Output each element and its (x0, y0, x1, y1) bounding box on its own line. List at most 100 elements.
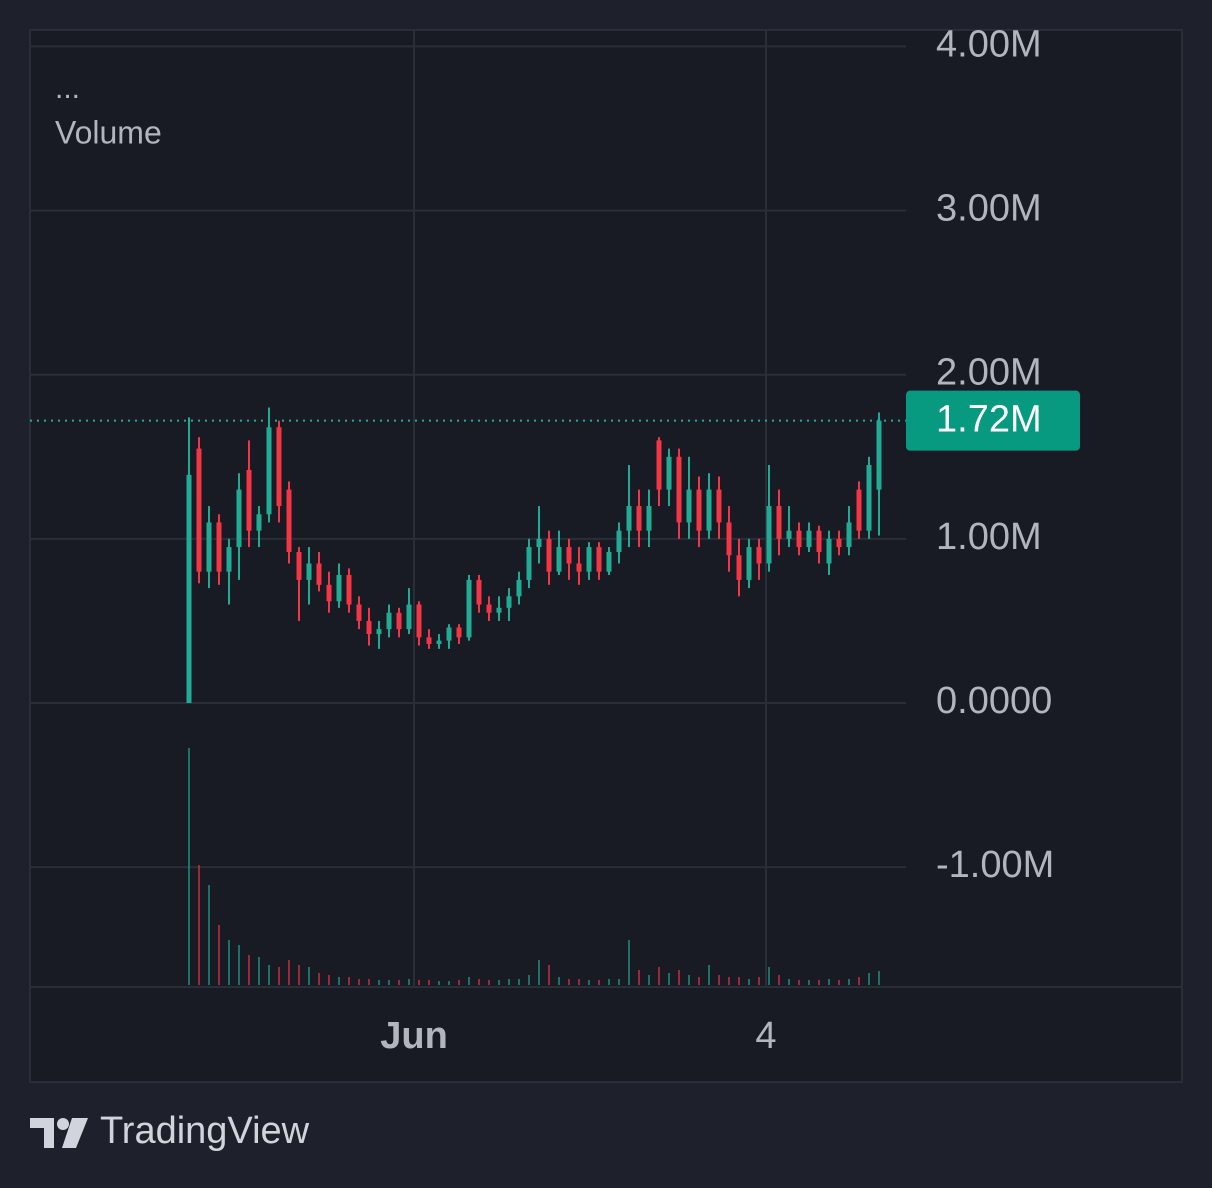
volume-bar (198, 865, 200, 985)
candle-body (686, 489, 692, 523)
volume-bar (538, 960, 540, 985)
candle-body (546, 538, 552, 572)
candle-body (496, 607, 502, 613)
volume-bar (758, 977, 760, 985)
volume-bar (258, 957, 260, 985)
candle-body (416, 604, 422, 638)
candle-body (676, 456, 682, 523)
y-tick-label: 0.0000 (936, 680, 1052, 722)
brand-logo[interactable] (30, 1118, 88, 1148)
chart-frame (29, 29, 1183, 1083)
volume-bar (608, 979, 610, 985)
volume-bar (678, 970, 680, 985)
candle-body (396, 612, 402, 630)
volume-bar (558, 977, 560, 985)
candle-body (846, 522, 852, 548)
volume-bar (868, 973, 870, 985)
volume-bar (278, 967, 280, 985)
volume-bar (238, 945, 240, 985)
candle-body (526, 547, 532, 580)
volume-bar (248, 955, 250, 985)
volume-bar (698, 977, 700, 985)
volume-bar (578, 979, 580, 985)
logo-part (62, 1118, 88, 1148)
candle-body (436, 640, 442, 644)
candle-body (516, 579, 522, 597)
grid (30, 30, 906, 987)
candle-body (706, 489, 712, 531)
candle-body (306, 563, 312, 580)
volume-bar (388, 980, 390, 985)
candle-body (586, 547, 592, 572)
candle-body (596, 547, 602, 572)
volume-bar (708, 965, 710, 985)
candle-body (736, 555, 742, 580)
candle-body (696, 489, 702, 531)
candle-body (866, 465, 872, 531)
volume-bar (188, 748, 190, 985)
volume-bar (338, 977, 340, 985)
price-label: 1.72M (936, 399, 1042, 441)
legend-label: Volume (55, 114, 162, 150)
candle-body (336, 574, 342, 602)
volume-bar (548, 965, 550, 985)
volume-bar (588, 980, 590, 985)
volume-bar (738, 977, 740, 985)
candle-body (816, 530, 822, 552)
y-tick-label: 3.00M (936, 188, 1042, 230)
candle-body (566, 547, 572, 564)
volume-pane (188, 748, 880, 985)
candle-body (636, 506, 642, 531)
volume-bar (648, 975, 650, 985)
volume-bar (228, 940, 230, 985)
volume-bar (378, 980, 380, 985)
candle-body (216, 522, 222, 572)
candle-body (206, 522, 212, 572)
logo-part (57, 1118, 69, 1130)
volume-bar (458, 980, 460, 985)
candle-body (376, 629, 382, 635)
volume-bar (838, 980, 840, 985)
candle-body (366, 620, 372, 635)
candle-body (666, 456, 672, 490)
volume-bar (208, 885, 210, 985)
logo-part (30, 1118, 54, 1148)
volume-bar (778, 975, 780, 985)
candle-body (486, 604, 492, 613)
legend-menu[interactable]: ... (55, 72, 80, 105)
volume-bar (518, 979, 520, 985)
candle-body (626, 506, 632, 531)
volume-bar (618, 979, 620, 985)
candle-body (656, 440, 662, 490)
candle-body (856, 489, 862, 531)
candle-body (256, 514, 262, 531)
brand-name[interactable]: TradingView (100, 1110, 310, 1152)
candle-body (316, 563, 322, 585)
candle-body (786, 530, 792, 539)
volume-bar (798, 980, 800, 985)
candle-body (726, 522, 732, 556)
x-tick-label: 4 (755, 1015, 776, 1057)
volume-bar (808, 980, 810, 985)
volume-bar (368, 979, 370, 985)
volume-bar (298, 965, 300, 985)
candle-body (806, 530, 812, 548)
volume-bar (308, 967, 310, 985)
candle-body (876, 420, 882, 490)
candle-body (616, 530, 622, 552)
volume-bar (748, 979, 750, 985)
volume-bar (288, 960, 290, 985)
candle-body (556, 547, 562, 572)
volume-bar (728, 977, 730, 985)
candle-body (836, 538, 842, 548)
volume-bar (718, 975, 720, 985)
y-tick-label: 2.00M (936, 352, 1042, 394)
volume-bar (318, 973, 320, 985)
volume-bar (598, 980, 600, 985)
candle-body (536, 538, 542, 548)
candle-body (446, 627, 452, 641)
candle-body (456, 627, 462, 638)
candle-body (576, 563, 582, 572)
volume-bar (878, 971, 880, 985)
volume-bar (218, 925, 220, 985)
